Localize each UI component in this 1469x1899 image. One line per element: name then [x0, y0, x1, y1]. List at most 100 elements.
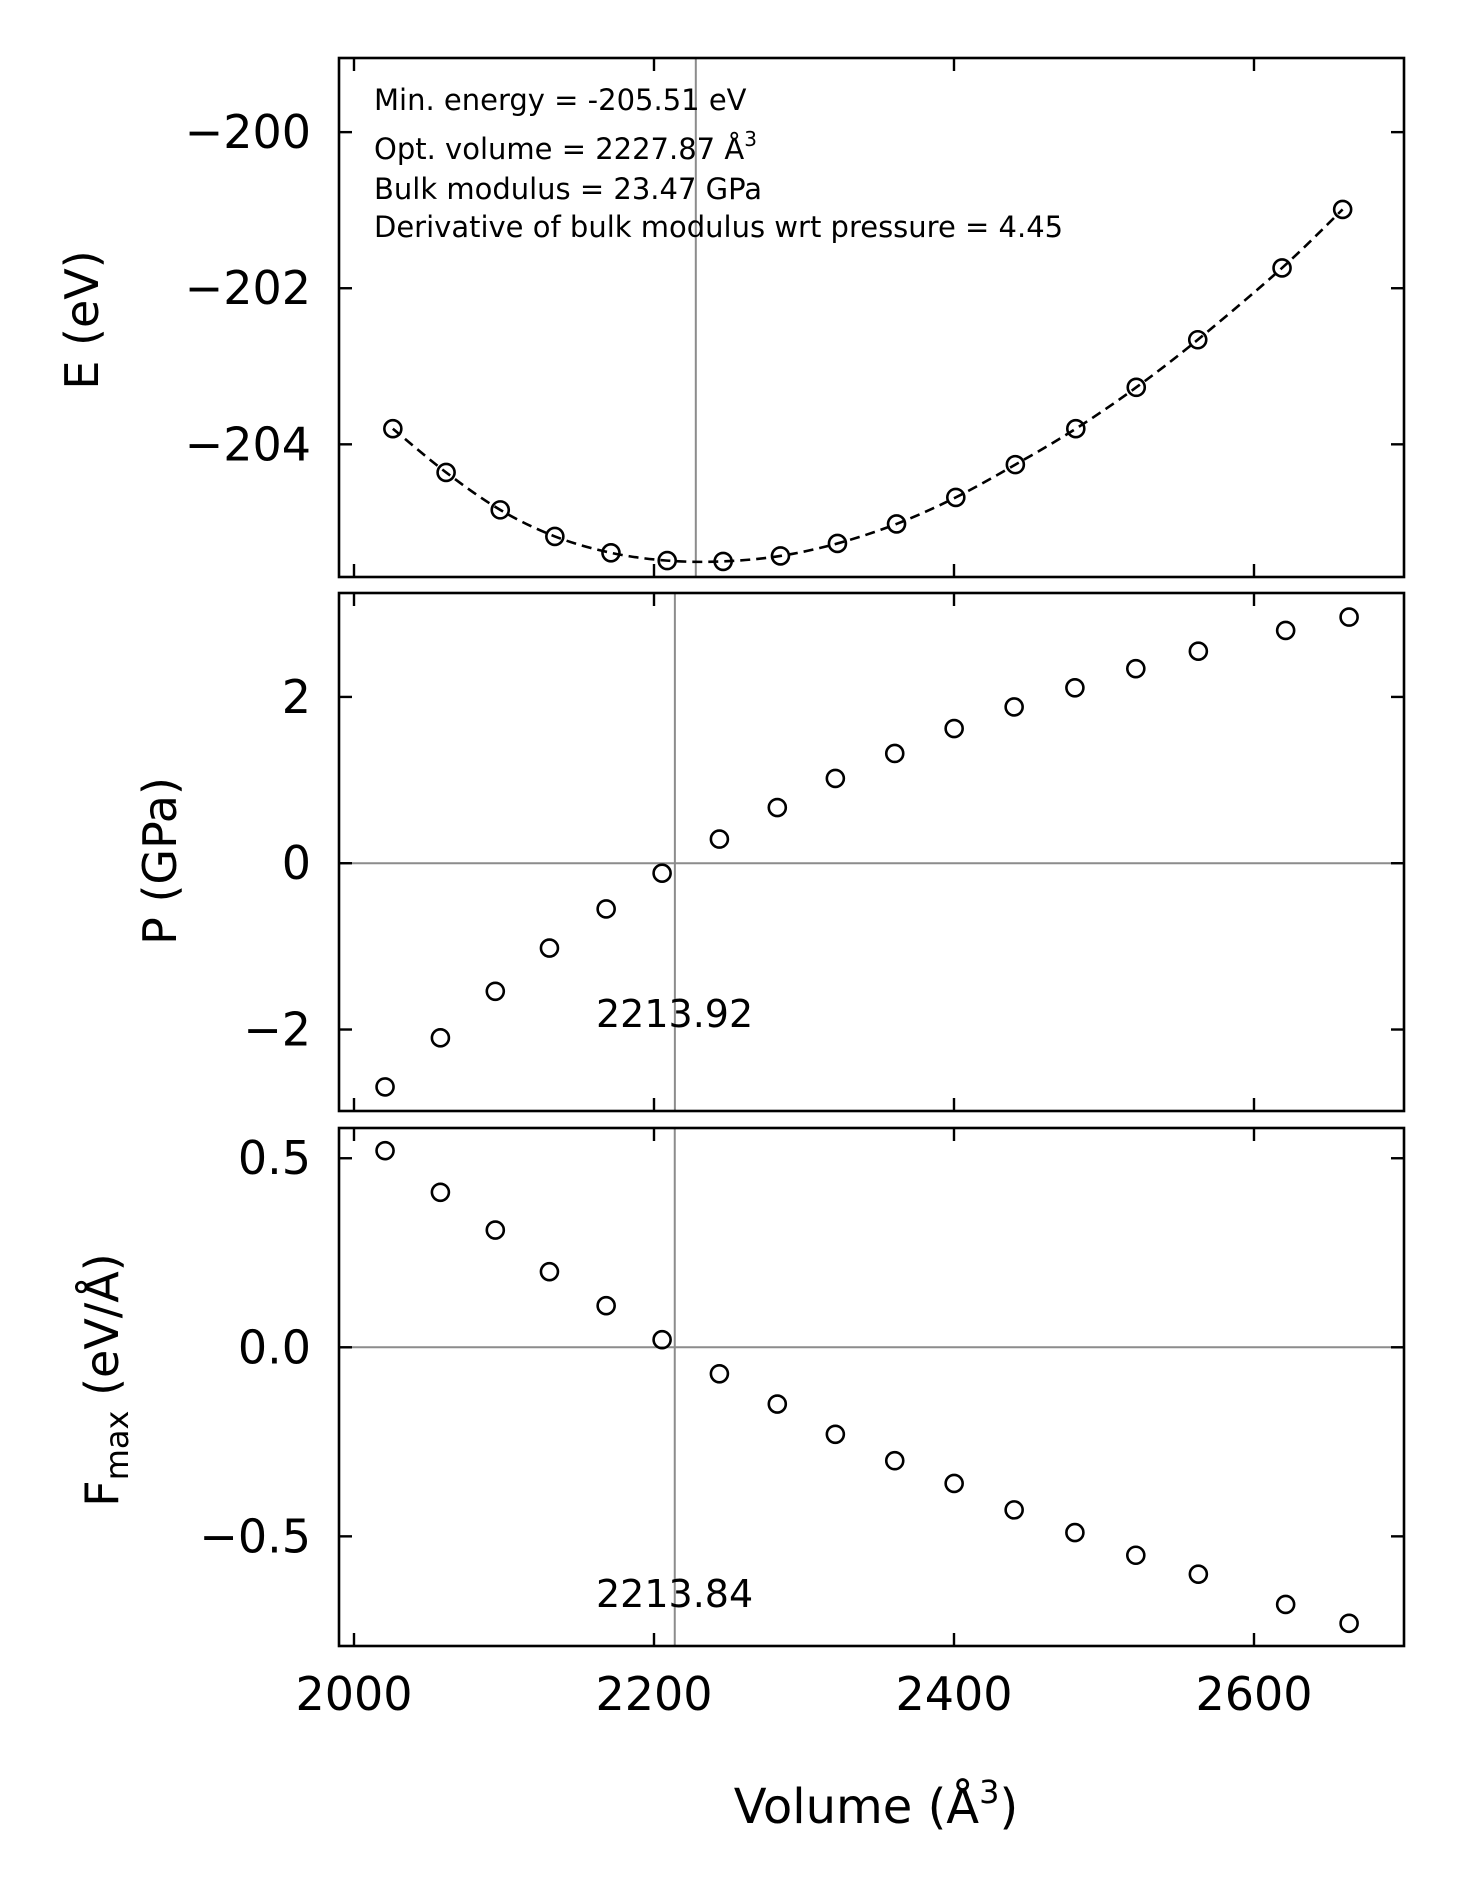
x-axis-label-main: Volume (Å: [734, 1778, 980, 1835]
x-tick-label: 2600: [1195, 1667, 1312, 1721]
pressure-zero-crossing-label: 2213.92: [596, 992, 753, 1036]
energy-data-points: [383, 199, 1353, 572]
pressure-data-point: [1126, 658, 1146, 679]
x-tick-label: 2200: [595, 1667, 712, 1721]
force-y-axis-label: Fmax (eV/Å): [75, 1253, 136, 1506]
energy-data-point: [1066, 418, 1086, 439]
force-y-axis-label-subscript: max: [98, 1411, 136, 1481]
energy-axes-frame: [337, 56, 1406, 579]
force-data-point: [825, 1424, 846, 1445]
force-y-axis-label-main: F: [75, 1480, 129, 1506]
energy-data-point: [1272, 258, 1292, 278]
pressure-data-point: [884, 743, 905, 764]
energy-data-point: [490, 500, 511, 520]
force-y-tick-label: −0.5: [199, 1509, 311, 1563]
energy-data-point: [945, 487, 966, 508]
pressure-y-tick-label: 0: [282, 836, 311, 890]
pressure-y-tick-label: −2: [243, 1003, 311, 1057]
pressure-data-point: [1188, 641, 1209, 662]
annotation-opt-volume: Opt. volume = 2227.87 Å3: [374, 127, 757, 166]
energy-fit-curve: [392, 208, 1344, 564]
energy-data-point: [1187, 329, 1208, 350]
pressure-data-point: [709, 829, 730, 849]
pressure-panel: −2 0 2 P (GPa) 2213.92: [133, 591, 1406, 1113]
force-data-point: [1339, 1613, 1359, 1634]
pressure-data-point: [596, 899, 616, 919]
pressure-ticks: −2 0 2: [243, 593, 1404, 1111]
energy-data-point: [383, 418, 403, 439]
energy-fit-curve-group: [392, 208, 1344, 564]
force-data-points: [375, 1140, 1359, 1634]
force-data-point: [1188, 1564, 1209, 1584]
pressure-data-point: [430, 1028, 451, 1048]
energy-data-point: [770, 546, 791, 566]
force-y-tick-label: 0.0: [238, 1320, 311, 1374]
energy-data-point: [601, 543, 621, 563]
force-y-tick-label: 0.5: [238, 1131, 311, 1185]
pressure-data-point: [767, 797, 788, 818]
energy-y-tick-label: −204: [185, 417, 311, 471]
force-data-point: [767, 1394, 788, 1414]
pressure-y-tick-label: 2: [282, 670, 311, 724]
force-data-point: [884, 1450, 905, 1471]
x-axis-label-superscript: 3: [979, 1773, 999, 1811]
force-data-point: [652, 1329, 672, 1350]
x-axis-label-end: ): [999, 1779, 1018, 1835]
pressure-data-point: [825, 768, 846, 789]
force-data-point: [596, 1295, 616, 1316]
force-y-axis-label-unit: (eV/Å): [75, 1253, 129, 1410]
energy-y-axis-label: E (eV): [55, 250, 109, 389]
force-axes-frame: [337, 1126, 1406, 1648]
energy-y-tick-label: −200: [185, 105, 311, 159]
force-data-point: [430, 1182, 451, 1203]
energy-y-tick-label: −202: [185, 261, 311, 315]
pressure-data-point: [944, 718, 964, 739]
x-axis-label: Volume (Å3): [734, 1773, 1018, 1835]
x-tick-label: 2400: [895, 1667, 1012, 1721]
energy-data-point: [1332, 199, 1353, 220]
annotation-bulk-modulus: Bulk modulus = 23.47 GPa: [374, 172, 762, 206]
x-tick-label: 2000: [295, 1667, 412, 1721]
pressure-data-points: [375, 607, 1359, 1097]
energy-ticks: −204 −202 −200: [185, 58, 1404, 577]
pressure-data-point: [1065, 677, 1085, 698]
pressure-data-point: [375, 1077, 395, 1097]
energy-data-point: [1005, 454, 1026, 475]
force-data-point: [1004, 1500, 1024, 1520]
energy-data-point: [886, 514, 907, 534]
pressure-data-point: [1339, 607, 1359, 627]
pressure-axes-frame: [337, 591, 1406, 1113]
force-data-point: [1065, 1522, 1085, 1543]
force-data-point: [1126, 1545, 1146, 1566]
annotation-min-energy: Min. energy = -205.51 eV: [374, 83, 747, 117]
energy-panel: −204 −202 −200 E (eV) Min. energy = -205.5…: [55, 56, 1406, 579]
pressure-data-point: [1275, 620, 1296, 641]
force-reference-lines: [339, 1128, 1404, 1646]
force-zero-crossing-label: 2213.84: [596, 1572, 753, 1616]
energy-data-point: [713, 551, 733, 572]
force-data-point: [944, 1473, 964, 1494]
energy-fit-annotations: Min. energy = -205.51 eV Opt. volume = 2…: [374, 83, 1063, 244]
force-data-point: [375, 1140, 395, 1161]
energy-data-point: [436, 462, 456, 483]
pressure-data-point: [539, 938, 560, 958]
force-ticks: −0.5 0.0 0.5 2000 2200 2400 2600: [199, 1128, 1404, 1721]
pressure-reference-lines: [339, 593, 1404, 1111]
force-data-point: [1275, 1594, 1296, 1615]
energy-data-point: [657, 550, 678, 571]
annotation-bulk-modulus-derivative: Derivative of bulk modulus wrt pressure …: [374, 210, 1063, 244]
pressure-data-point: [652, 863, 672, 884]
annotation-opt-volume-superscript: 3: [744, 127, 757, 151]
force-data-point: [485, 1220, 506, 1240]
energy-data-point: [1126, 377, 1147, 398]
pressure-y-axis-label: P (GPa): [133, 777, 187, 945]
force-data-point: [539, 1261, 560, 1282]
energy-data-point: [545, 526, 565, 547]
energy-data-point: [827, 533, 848, 554]
force-panel: −0.5 0.0 0.5 2000 2200 2400 2600 Fmax (eV/Å) 2…: [75, 1126, 1406, 1835]
pressure-data-point: [485, 981, 506, 1002]
pressure-data-point: [1004, 697, 1024, 717]
annotation-opt-volume-text: Opt. volume = 2227.87 Å: [374, 132, 744, 166]
force-data-point: [709, 1363, 730, 1384]
